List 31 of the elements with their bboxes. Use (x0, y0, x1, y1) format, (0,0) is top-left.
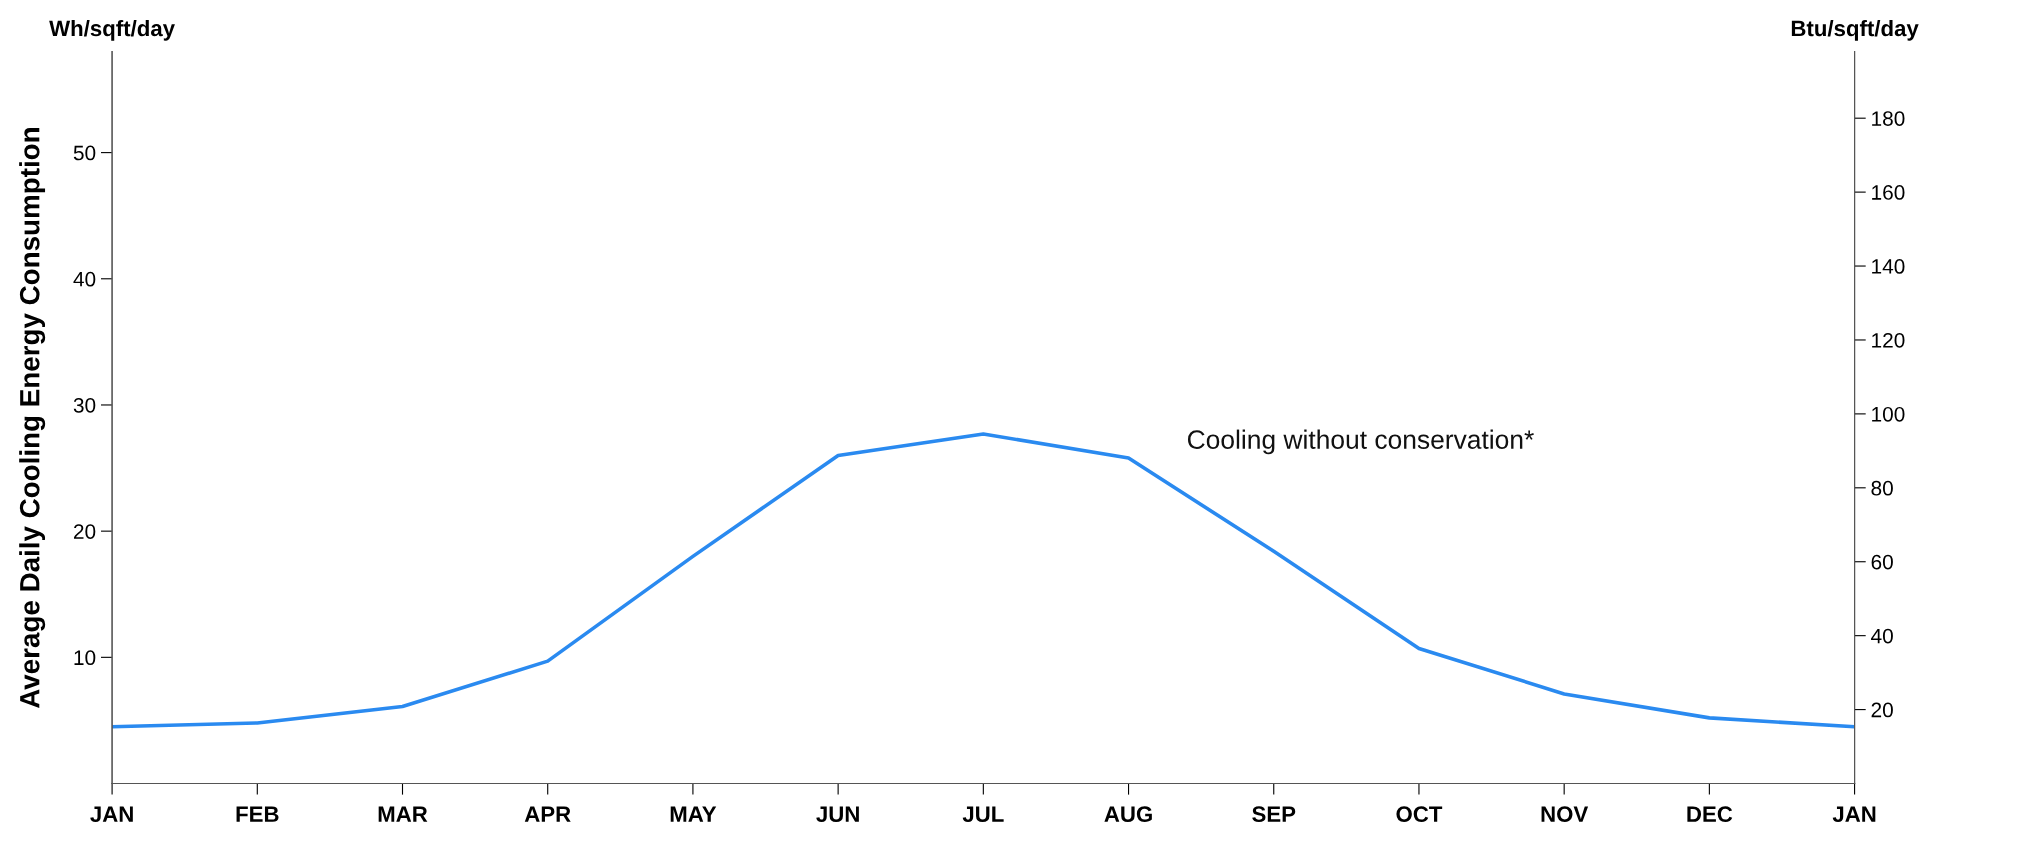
x-tick-label: MAY (670, 806, 717, 822)
y-tick-label: 50 (73, 145, 96, 161)
y-tick-label: 30 (73, 397, 96, 413)
x-tick-label: JUN (816, 806, 859, 823)
x-tick-label: OCT (1396, 806, 1443, 823)
y-tick-label: 20 (74, 524, 96, 539)
y2-tick-label: 140 (1872, 259, 1905, 274)
y2-tick-label: 80 (1871, 480, 1893, 496)
y-tick-label: 10 (74, 650, 96, 666)
x-tick-label: JAN (1832, 806, 1876, 823)
y2-tick-label: 60 (1871, 554, 1893, 570)
x-tick-label: NOV (1541, 806, 1589, 823)
y2-tick-label: 20 (1871, 702, 1893, 718)
x-tick-label: FEB (236, 806, 279, 822)
x-tick-label: JAN (90, 806, 133, 823)
x-tick-label: APR (524, 806, 571, 822)
x-tick-label: AUG (1104, 806, 1152, 823)
y2-axis-title: Btu/sqft/day (1791, 19, 1919, 41)
y-tick-label: 40 (73, 271, 96, 287)
x-tick-label: SEP (1252, 806, 1296, 823)
y2-tick-label: 120 (1872, 332, 1905, 348)
series-label: Cooling without conservation* (1187, 429, 1534, 455)
y-axis-title: Average Daily Cooling Energy Consumption (19, 128, 46, 709)
x-tick-label: MAR (378, 806, 428, 822)
y2-tick-label: 40 (1871, 628, 1893, 644)
y2-tick-label: 100 (1872, 406, 1905, 422)
x-tick-label: JUL (962, 806, 1004, 823)
y2-tick-label: 180 (1872, 111, 1905, 126)
text: Wh/sqft/day (49, 19, 175, 41)
x-tick-label: DEC (1687, 806, 1733, 823)
y2-tick-label: 160 (1872, 185, 1905, 200)
